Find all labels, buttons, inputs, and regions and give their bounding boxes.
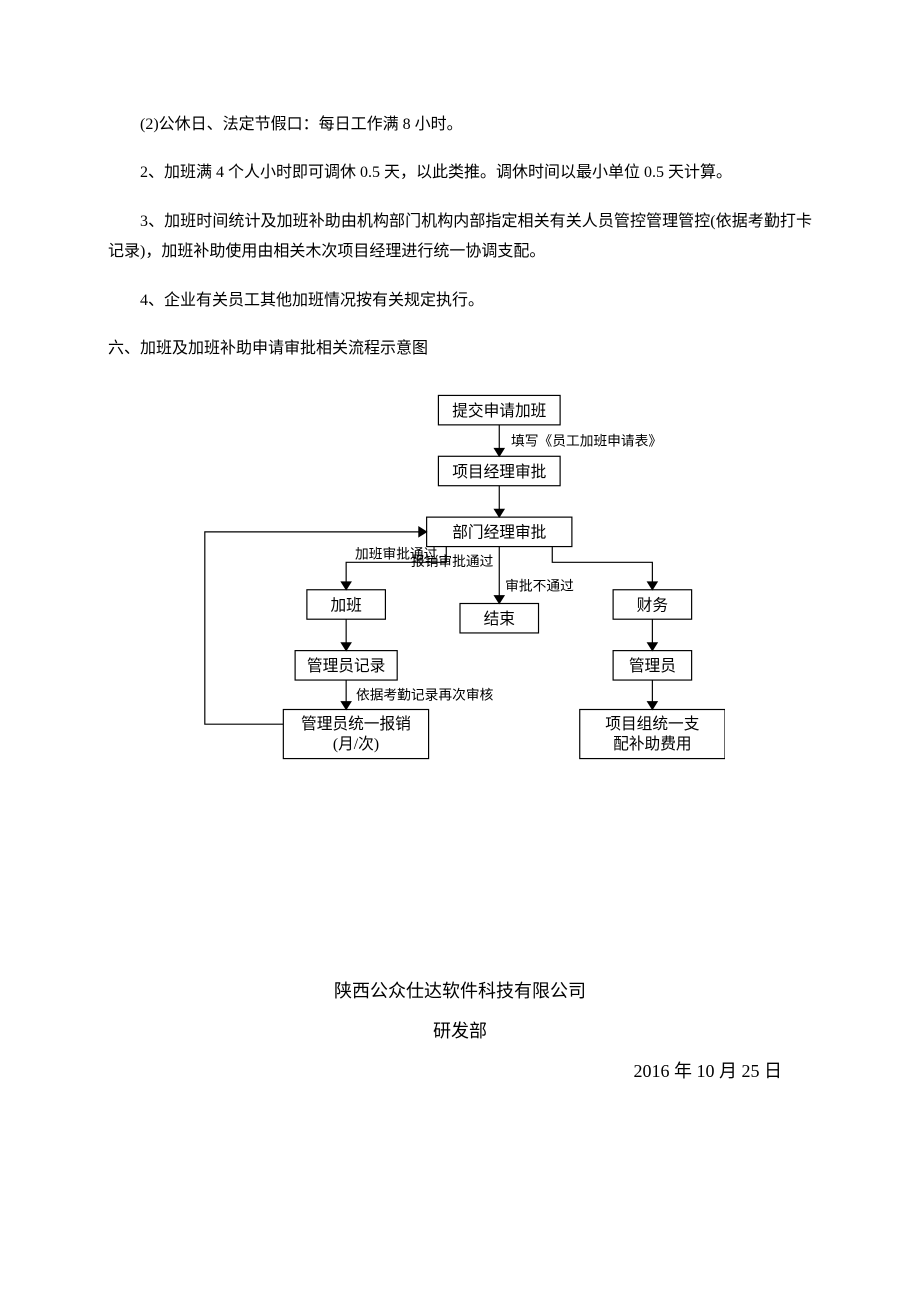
svg-text:管理员统一报销: 管理员统一报销: [301, 715, 411, 733]
signature-department: 研发部: [108, 1012, 812, 1052]
document-page: (2)公休日、法定节假口：每日工作满 8 小时。 2、加班满 4 个人小时即可调…: [0, 0, 920, 1301]
svg-text:提交申请加班: 提交申请加班: [452, 402, 546, 420]
svg-text:依据考勤记录再次审核: 依据考勤记录再次审核: [356, 688, 494, 703]
signature-company: 陕西公众仕达软件科技有限公司: [108, 972, 812, 1012]
svg-text:配补助费用: 配补助费用: [613, 735, 691, 753]
svg-text:部门经理审批: 部门经理审批: [452, 524, 546, 542]
section-heading-6: 六、加班及加班补助申请审批相关流程示意图: [108, 334, 812, 364]
svg-text:管理员记录: 管理员记录: [307, 658, 385, 676]
svg-text:项目经理审批: 项目经理审批: [452, 463, 546, 481]
svg-text:(月/次): (月/次): [333, 735, 379, 753]
svg-text:结束: 结束: [484, 610, 516, 628]
svg-text:填写《员工加班申请表》: 填写《员工加班申请表》: [511, 434, 662, 449]
flowchart-svg: 提交申请加班项目经理审批部门经理审批加班结束 财务管理员记录 管理员管理员统一报销 (…: [195, 382, 725, 772]
svg-text:项目组统一支: 项目组统一支: [605, 715, 699, 733]
flowchart-container: 提交申请加班项目经理审批部门经理审批加班结束 财务管理员记录 管理员管理员统一报销 (…: [108, 382, 812, 772]
paragraph-rule-2: 2、加班满 4 个人小时即可调休 0.5 天，以此类推。调休时间以最小单位 0.…: [108, 158, 812, 188]
paragraph-2b: (2)公休日、法定节假口：每日工作满 8 小时。: [108, 110, 812, 140]
svg-text:财务: 财务: [637, 597, 669, 615]
svg-text:管理员: 管理员: [629, 658, 676, 676]
svg-text:审批不通过: 审批不通过: [505, 579, 574, 594]
paragraph-rule-3: 3、加班时间统计及加班补助由机构部门机构内部指定相关有关人员管控管理管控(依据考…: [108, 207, 812, 268]
signature-date: 2016 年 10 月 25 日: [108, 1052, 812, 1092]
svg-text:加班: 加班: [330, 597, 362, 615]
svg-text:加班审批通过: 加班审批通过: [355, 547, 438, 562]
paragraph-rule-4: 4、企业有关员工其他加班情况按有关规定执行。: [108, 286, 812, 316]
